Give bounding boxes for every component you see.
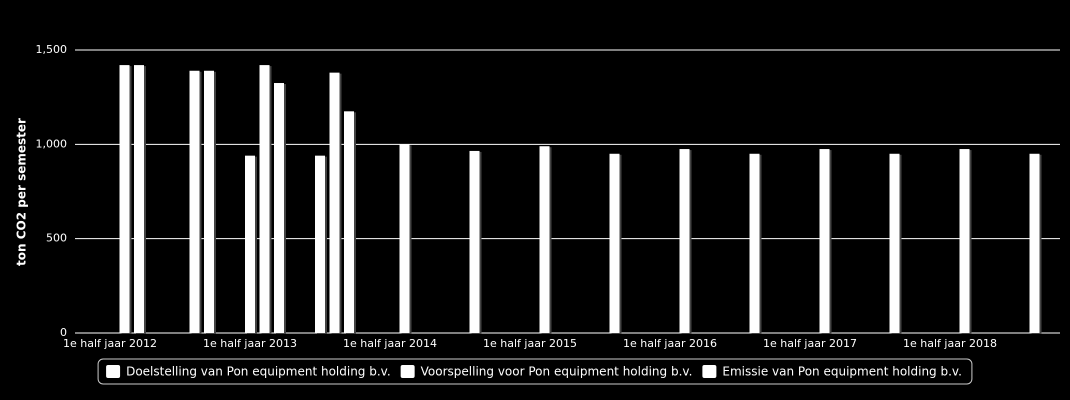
y-tick-label: 0: [60, 326, 67, 339]
bar: [134, 65, 144, 334]
legend-box: [97, 358, 973, 385]
bar: [539, 146, 550, 333]
bar: [889, 153, 900, 333]
bar: [274, 83, 284, 334]
bar: [469, 150, 480, 333]
bar: [245, 155, 255, 333]
bar: [344, 111, 354, 333]
x-tick-label: 1e half jaar 2012: [63, 337, 157, 350]
legend-label: Voorspelling voor Pon equipment holding …: [421, 365, 693, 379]
bar: [259, 65, 270, 334]
x-tick-label: 1e half jaar 2016: [623, 337, 717, 350]
bar: [749, 153, 760, 333]
legend-item[interactable]: Doelstelling van Pon equipment holding b…: [106, 365, 391, 379]
bar: [399, 144, 410, 333]
y-tick-label: 1,500: [36, 43, 68, 56]
legend-label: Doelstelling van Pon equipment holding b…: [126, 365, 391, 379]
x-tick-label: 1e half jaar 2018: [903, 337, 997, 350]
legend-swatch: [106, 365, 121, 378]
bar: [204, 70, 214, 334]
x-tick-label: 1e half jaar 2017: [763, 337, 857, 350]
x-tick-label: 1e half jaar 2014: [343, 337, 437, 350]
bar: [959, 149, 970, 333]
bar: [1029, 153, 1040, 333]
bar: [119, 65, 130, 334]
bar: [609, 153, 620, 333]
legend-label: Emissie van Pon equipment holding b.v.: [722, 365, 962, 379]
bar: [315, 155, 325, 333]
legend-item[interactable]: Voorspelling voor Pon equipment holding …: [400, 365, 693, 379]
x-tick-label: 1e half jaar 2015: [483, 337, 577, 350]
y-axis-title: ton CO2 per semester: [15, 118, 29, 266]
legend-swatch: [400, 365, 415, 378]
y-tick-label: 500: [46, 232, 67, 245]
bar: [329, 72, 340, 333]
x-tick-label: 1e half jaar 2013: [203, 337, 297, 350]
y-tick-label: 1,000: [36, 137, 68, 150]
bar: [819, 149, 830, 333]
legend-swatch: [702, 365, 717, 378]
bar: [189, 70, 200, 334]
bar: [679, 149, 690, 333]
legend: Doelstelling van Pon equipment holding b…: [97, 358, 973, 385]
legend-item[interactable]: Emissie van Pon equipment holding b.v.: [702, 365, 962, 379]
